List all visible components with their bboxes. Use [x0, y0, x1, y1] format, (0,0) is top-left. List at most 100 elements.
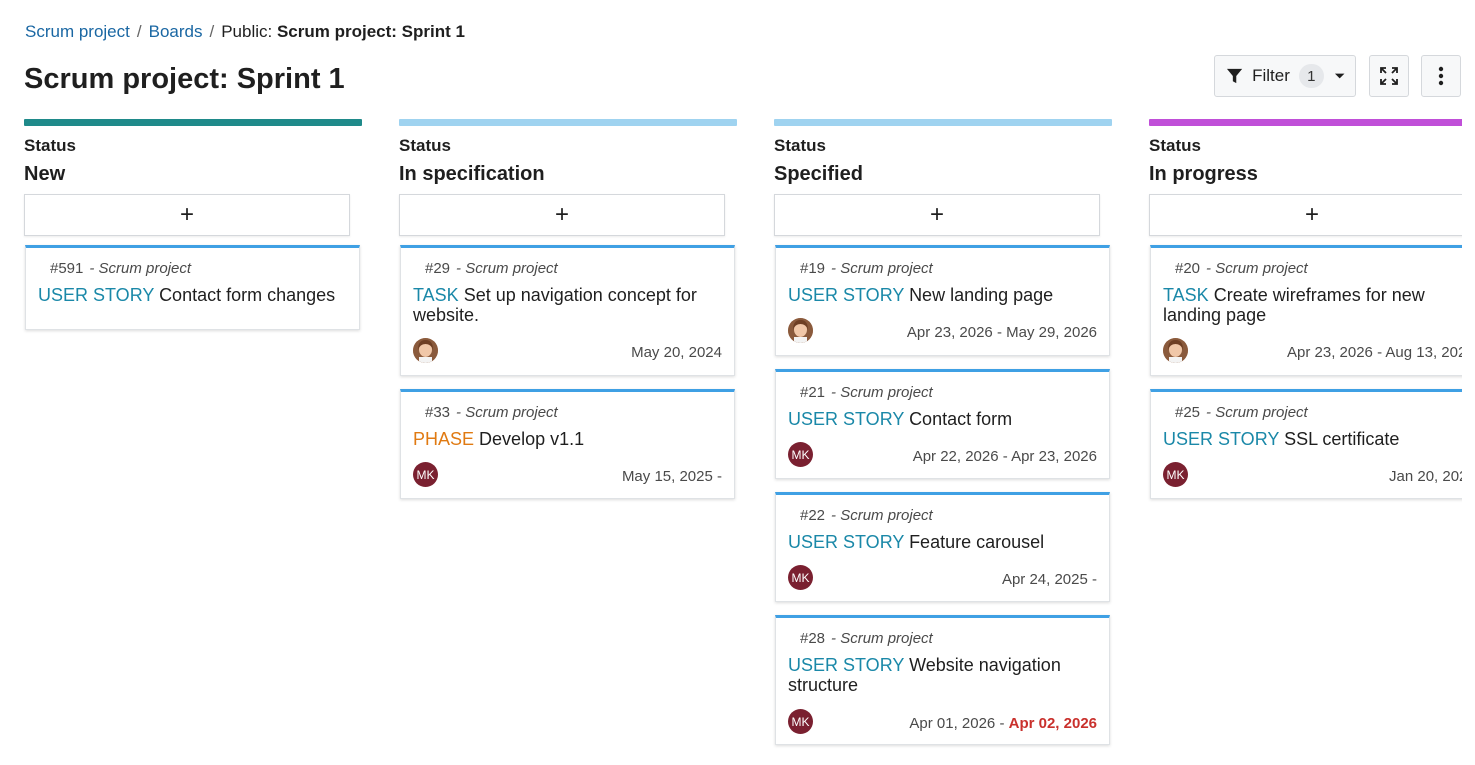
more-options-button[interactable]: [1421, 55, 1461, 97]
card-id[interactable]: #19: [800, 260, 826, 277]
card-title: USER STORY New landing page: [788, 285, 1100, 305]
work-package-card[interactable]: #33 - Scrum project PHASE Develop v1.1 MK…: [400, 389, 735, 499]
card-project: - Scrum project: [89, 260, 192, 277]
user-photo-icon: [413, 338, 438, 363]
card-meta: #591 - Scrum project: [50, 260, 191, 277]
card-id[interactable]: #20: [1175, 260, 1201, 277]
column-caption: Status: [774, 136, 826, 155]
funnel-icon: [1226, 68, 1243, 84]
avatar[interactable]: [788, 318, 813, 343]
card-subject: SSL certificate: [1284, 429, 1400, 449]
card-meta: #28 - Scrum project: [800, 630, 933, 647]
card-date-range: May 15, 2025 -: [621, 468, 722, 485]
column-caption: Status: [399, 136, 451, 155]
card-id[interactable]: #33: [425, 404, 451, 421]
card-project: - Scrum project: [456, 404, 558, 421]
more-vertical-icon: [1438, 66, 1444, 86]
card-date-range: Apr 22, 2026 - Apr 23, 2026: [912, 448, 1097, 465]
card-title: USER STORY SSL certificate: [1163, 429, 1462, 449]
column-name: In specification: [399, 163, 545, 185]
avatar[interactable]: MK: [788, 709, 813, 734]
card-id[interactable]: #22: [800, 507, 826, 524]
avatar[interactable]: MK: [413, 462, 438, 487]
expand-icon: [1380, 67, 1398, 85]
work-package-card[interactable]: #19 - Scrum project USER STORY New landin…: [775, 245, 1110, 356]
card-id[interactable]: #591: [50, 260, 84, 277]
card-subject: Website navigation structure: [788, 655, 1061, 695]
breadcrumb-boards-link[interactable]: Boards: [148, 22, 203, 41]
work-package-card[interactable]: #25 - Scrum project USER STORY SSL certif…: [1150, 389, 1462, 499]
card-title: USER STORY Contact form: [788, 409, 1100, 429]
avatar[interactable]: MK: [788, 442, 813, 467]
card-meta: #19 - Scrum project: [800, 260, 933, 277]
column-color-bar: [399, 119, 737, 126]
card-dates: Jan 20, 2026: [1389, 468, 1462, 485]
card-meta: #33 - Scrum project: [425, 404, 558, 421]
card-date-range: Apr 23, 2026 - May 29, 2026: [906, 324, 1097, 341]
fullscreen-button[interactable]: [1369, 55, 1409, 97]
avatar[interactable]: MK: [1163, 462, 1188, 487]
breadcrumb-separator: /: [136, 22, 142, 41]
work-package-card[interactable]: #29 - Scrum project TASK Set up navigatio…: [400, 245, 735, 376]
breadcrumb-project-link[interactable]: Scrum project: [25, 22, 130, 41]
card-type: USER STORY: [788, 409, 905, 429]
work-package-card[interactable]: #22 - Scrum project USER STORY Feature ca…: [775, 492, 1110, 602]
work-package-card[interactable]: #20 - Scrum project TASK Create wireframe…: [1150, 245, 1462, 376]
card-date-range: May 20, 2024: [631, 344, 722, 361]
card-title: TASK Create wireframes for new landing p…: [1163, 285, 1453, 325]
user-photo-icon: [788, 318, 813, 343]
avatar[interactable]: [1163, 338, 1188, 363]
card-type: USER STORY: [38, 285, 155, 305]
card-subject: Feature carousel: [909, 532, 1045, 552]
card-id[interactable]: #29: [425, 260, 451, 277]
add-card-button[interactable]: +: [1149, 194, 1462, 236]
column-color-bar: [24, 119, 362, 126]
add-card-button[interactable]: +: [24, 194, 350, 236]
work-package-card[interactable]: #28 - Scrum project USER STORY Website na…: [775, 615, 1110, 745]
column-color-bar: [774, 119, 1112, 126]
add-card-button[interactable]: +: [774, 194, 1100, 236]
card-subject: Contact form: [909, 409, 1013, 429]
add-card-button[interactable]: +: [399, 194, 725, 236]
card-type: USER STORY: [788, 655, 905, 675]
card-title: PHASE Develop v1.1: [413, 429, 725, 449]
filter-count-badge: 1: [1298, 64, 1324, 88]
card-project: - Scrum project: [1206, 260, 1308, 277]
card-meta: #21 - Scrum project: [800, 384, 933, 401]
chevron-down-icon: [1334, 73, 1345, 79]
work-package-card[interactable]: #21 - Scrum project USER STORY Contact fo…: [775, 369, 1110, 479]
card-project: - Scrum project: [831, 630, 933, 647]
column-in-progress: Status In progress +: [1149, 119, 1462, 236]
work-package-card[interactable]: #591 - Scrum project USER STORY Contact f…: [25, 245, 360, 330]
card-dates: May 20, 2024: [631, 344, 722, 361]
card-subject: Set up navigation concept for website.: [413, 285, 697, 325]
card-id[interactable]: #25: [1175, 404, 1201, 421]
breadcrumb-separator: /: [209, 22, 215, 41]
card-project: - Scrum project: [456, 260, 558, 277]
card-title: USER STORY Contact form changes: [38, 285, 350, 305]
card-date-start: Apr 01, 2026 -: [909, 715, 1009, 732]
card-date-overdue: Apr 02, 2026: [1008, 715, 1097, 732]
page-title: Scrum project: Sprint 1: [24, 63, 345, 95]
card-id[interactable]: #28: [800, 630, 826, 647]
card-project: - Scrum project: [831, 384, 933, 401]
filter-button[interactable]: Filter 1: [1214, 55, 1356, 97]
column-in-specification: Status In specification +: [399, 119, 737, 236]
card-dates: Apr 23, 2026 - May 29, 2026: [907, 324, 1097, 341]
card-type: TASK: [413, 285, 459, 305]
card-type: USER STORY: [788, 285, 905, 305]
card-project: - Scrum project: [831, 507, 933, 524]
card-id[interactable]: #21: [800, 384, 826, 401]
breadcrumb: Scrum project / Boards / Public: Scrum proje…: [25, 21, 465, 43]
card-date-range: Jan 20, 2026: [1389, 468, 1462, 485]
card-subject: Contact form changes: [159, 285, 336, 305]
card-meta: #25 - Scrum project: [1175, 404, 1308, 421]
column-new: Status New +: [24, 119, 362, 236]
card-subject: New landing page: [909, 285, 1054, 305]
card-project: - Scrum project: [831, 260, 933, 277]
card-dates: Apr 01, 2026 - Apr 02, 2026: [909, 715, 1097, 732]
avatar[interactable]: MK: [788, 565, 813, 590]
avatar[interactable]: [413, 338, 438, 363]
filter-label: Filter: [1252, 66, 1290, 85]
